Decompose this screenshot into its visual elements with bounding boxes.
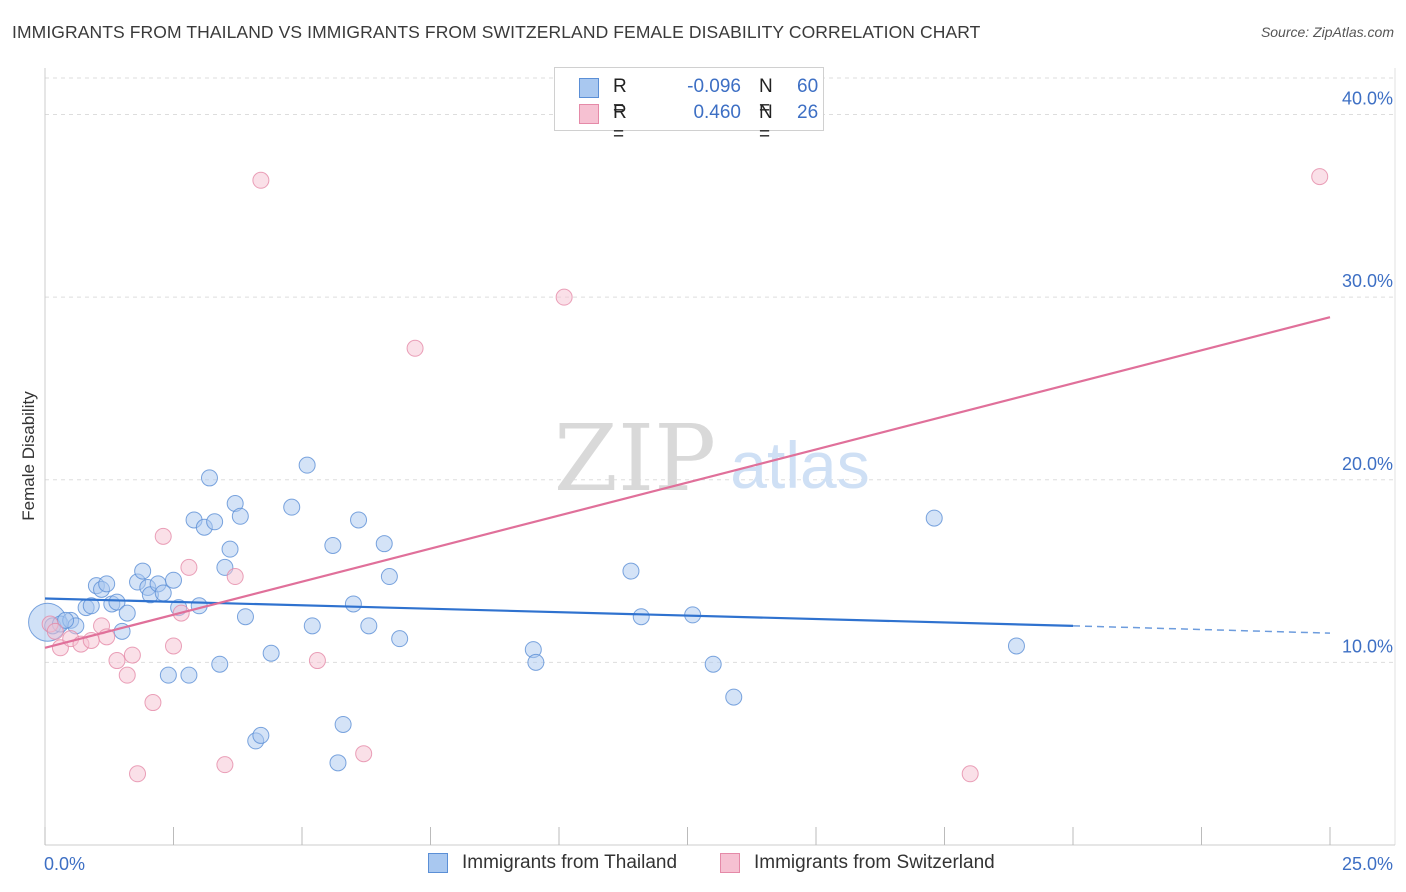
n-value: 26 xyxy=(797,102,819,123)
thailand-point xyxy=(236,608,254,626)
thailand-point xyxy=(622,562,640,580)
x-tick-label-min: 0.0% xyxy=(44,854,85,874)
switzerland-point xyxy=(252,171,270,189)
trendlines xyxy=(44,316,1331,649)
thailand-trendline-extension xyxy=(1072,625,1331,634)
r-value: -0.096 xyxy=(687,76,741,97)
thailand-point xyxy=(375,535,393,553)
switzerland-point xyxy=(355,745,373,763)
thailand-point xyxy=(360,617,378,635)
thailand-point xyxy=(211,655,229,673)
thailand-point xyxy=(303,617,321,635)
thailand-point xyxy=(329,754,347,772)
switzerland-legend-label: Immigrants from Switzerland xyxy=(754,852,995,873)
thailand-legend-swatch xyxy=(428,853,448,873)
thailand-point xyxy=(98,575,116,593)
thailand-point xyxy=(298,456,316,474)
y-tick-label: 30.0% xyxy=(1342,271,1393,291)
switzerland-point xyxy=(180,558,198,576)
switzerland-swatch xyxy=(579,104,599,124)
thailand-point xyxy=(82,597,100,615)
switzerland-point xyxy=(123,646,141,664)
y-tick-label: 10.0% xyxy=(1342,636,1393,656)
n-label: N = xyxy=(759,102,773,145)
thailand-swatch xyxy=(579,78,599,98)
switzerland-point xyxy=(216,756,234,774)
source-label: Source: ZipAtlas.com xyxy=(1260,24,1394,40)
series-thailand-points xyxy=(28,456,1025,772)
switzerland-point xyxy=(1311,168,1329,186)
switzerland-point xyxy=(961,765,979,783)
thailand-legend-label: Immigrants from Thailand xyxy=(462,852,678,873)
grid-layer xyxy=(45,77,1395,663)
watermark: ZIP atlas xyxy=(554,405,870,512)
switzerland-point xyxy=(555,288,573,306)
tick-labels: 10.0% 20.0% 30.0% 40.0% 0.0% 25.0% xyxy=(44,89,1393,874)
y-axis-label: Female Disability xyxy=(19,391,38,521)
thailand-point xyxy=(206,513,224,531)
thailand-point xyxy=(221,540,239,558)
switzerland-point xyxy=(165,637,182,655)
thailand-point xyxy=(252,726,270,744)
thailand-point xyxy=(200,469,218,487)
correlation-legend: R = -0.096 N = 60 R = 0.460 N = 26 xyxy=(554,67,824,145)
thailand-point xyxy=(118,604,136,622)
thailand-point xyxy=(632,608,650,626)
thailand-point xyxy=(725,688,743,706)
thailand-point xyxy=(350,511,368,529)
watermark-zip: ZIP xyxy=(554,405,716,512)
thailand-point xyxy=(283,498,301,516)
y-tick-label: 20.0% xyxy=(1342,454,1393,474)
thailand-point xyxy=(159,666,177,684)
switzerland-point xyxy=(308,652,326,670)
thailand-point xyxy=(1007,637,1025,655)
n-label: N = xyxy=(759,76,773,119)
switzerland-point xyxy=(129,765,147,783)
thailand-point xyxy=(344,595,362,613)
n-value: 60 xyxy=(797,76,819,97)
r-value: 0.460 xyxy=(693,102,741,123)
x-tick-label-max: 25.0% xyxy=(1342,854,1393,874)
switzerland-point xyxy=(118,666,136,684)
thailand-point xyxy=(154,584,172,602)
thailand-point xyxy=(380,568,398,586)
thailand-point xyxy=(704,655,722,673)
thailand-point xyxy=(324,537,342,555)
thailand-point xyxy=(165,571,182,589)
switzerland-point xyxy=(46,622,64,640)
thailand-point xyxy=(180,666,198,684)
switzerland-point xyxy=(108,652,126,670)
r-label: R = xyxy=(613,102,627,145)
chart-title: IMMIGRANTS FROM THAILAND VS IMMIGRANTS F… xyxy=(12,22,981,42)
axis-layer xyxy=(44,68,1396,846)
switzerland-point xyxy=(154,527,172,545)
thailand-point xyxy=(108,593,126,611)
thailand-point xyxy=(334,715,352,733)
switzerland-legend-swatch xyxy=(720,853,740,873)
thailand-point xyxy=(527,653,545,671)
thailand-point xyxy=(134,562,152,580)
switzerland-point xyxy=(144,694,162,712)
y-tick-label: 40.0% xyxy=(1342,89,1393,109)
thailand-point xyxy=(231,507,249,525)
switzerland-point xyxy=(406,339,424,357)
switzerland-point xyxy=(226,568,244,586)
switzerland-trendline xyxy=(44,316,1331,649)
thailand-point xyxy=(925,509,943,527)
r-label: R = xyxy=(613,76,627,119)
thailand-point xyxy=(391,630,409,648)
thailand-point xyxy=(262,644,280,662)
